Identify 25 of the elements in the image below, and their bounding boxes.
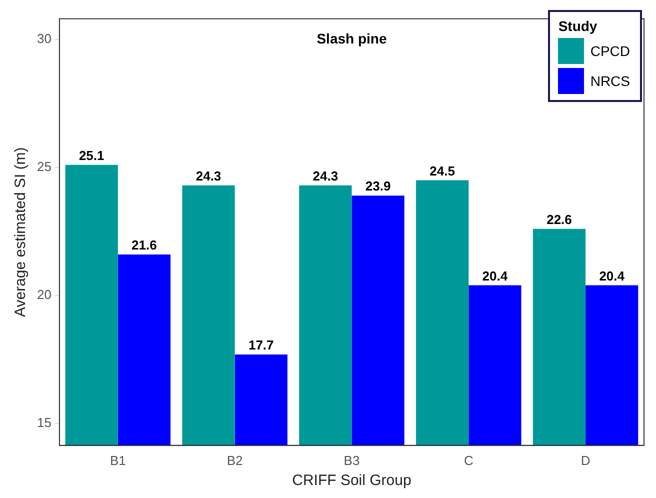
legend-title: Study bbox=[558, 18, 598, 34]
data-label: 21.6 bbox=[132, 238, 157, 253]
data-label: 22.6 bbox=[546, 212, 572, 227]
x-tick-label: D bbox=[580, 452, 590, 468]
x-tick-label: B2 bbox=[226, 452, 243, 468]
data-label: 23.9 bbox=[365, 178, 391, 194]
data-label: 25.1 bbox=[78, 148, 104, 163]
data-label: 24.5 bbox=[430, 163, 455, 178]
data-label: 17.7 bbox=[248, 338, 274, 353]
y-tick-label: 20 bbox=[36, 287, 52, 302]
x-tick-label: B1 bbox=[110, 452, 126, 468]
data-label: 20.4 bbox=[599, 268, 626, 284]
data-label: 20.4 bbox=[482, 268, 508, 284]
data-label: 24.3 bbox=[196, 168, 222, 184]
data-label: 24.3 bbox=[312, 168, 338, 184]
y-tick-label: 25 bbox=[36, 158, 52, 174]
text: Slash pine bbox=[316, 30, 387, 47]
x-tick-label: C bbox=[464, 452, 474, 468]
y-tick-label: 15 bbox=[36, 415, 52, 430]
legend-label: CPCD bbox=[590, 43, 630, 59]
y-axis-title: Average estimated SI (m) bbox=[12, 147, 30, 317]
legend-label: NRCS bbox=[590, 73, 630, 89]
x-axis-title: CRIFF Soil Group bbox=[292, 472, 412, 490]
y-tick-label: 30 bbox=[36, 30, 52, 46]
x-tick-label: B3 bbox=[344, 452, 360, 468]
